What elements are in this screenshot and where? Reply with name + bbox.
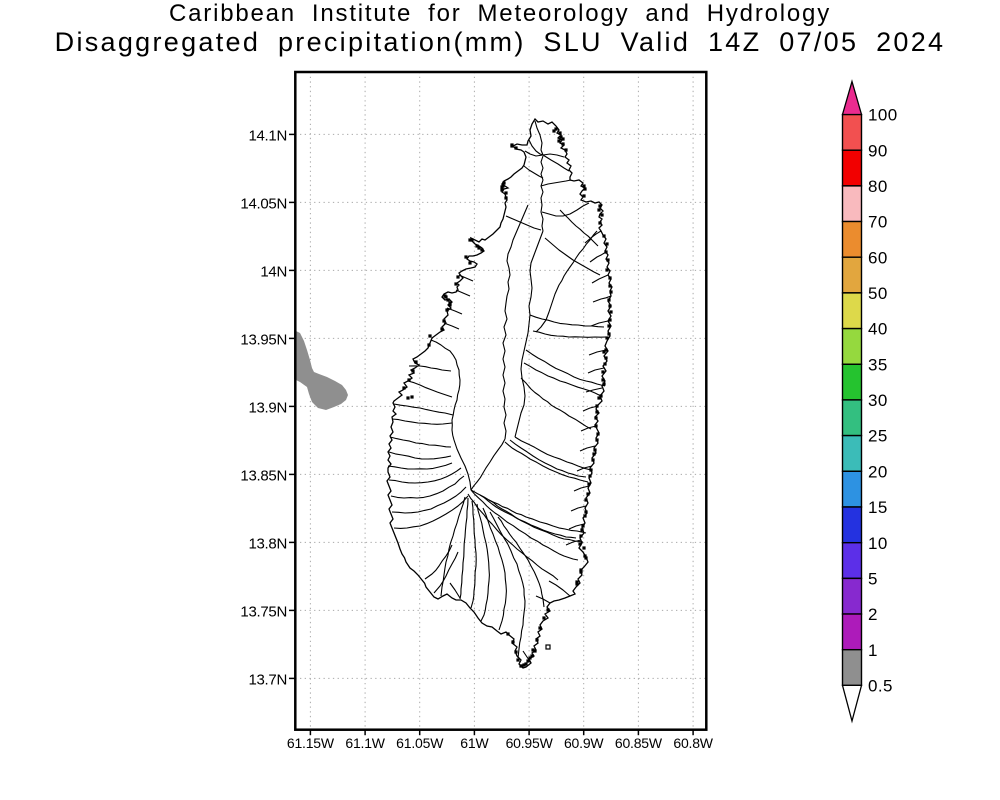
svg-text:30: 30 [868,391,888,410]
svg-text:10: 10 [868,534,888,553]
svg-text:35: 35 [868,355,888,374]
svg-text:1: 1 [868,641,878,660]
svg-text:15: 15 [868,498,888,517]
svg-text:13.9N: 13.9N [248,400,287,417]
svg-text:90: 90 [868,141,888,160]
svg-text:60.95W: 60.95W [506,735,554,751]
svg-text:14.05N: 14.05N [240,196,287,213]
svg-text:70: 70 [868,213,888,232]
svg-text:25: 25 [868,427,888,446]
svg-text:61.15W: 61.15W [287,735,335,751]
svg-text:80: 80 [868,177,888,196]
svg-text:50: 50 [868,284,888,303]
svg-text:61.05W: 61.05W [396,735,444,751]
svg-text:60.8W: 60.8W [673,735,713,751]
svg-text:2: 2 [868,605,878,624]
svg-text:61.1W: 61.1W [345,735,385,751]
svg-text:13.85N: 13.85N [240,468,287,485]
svg-text:14N: 14N [260,264,287,281]
svg-text:13.8N: 13.8N [248,536,287,553]
svg-text:61W: 61W [460,735,489,751]
svg-text:100: 100 [868,106,898,125]
svg-text:5: 5 [868,570,878,589]
svg-text:60: 60 [868,248,888,267]
svg-text:60.85W: 60.85W [615,735,663,751]
svg-text:13.95N: 13.95N [240,332,287,349]
svg-text:14.1N: 14.1N [248,128,287,145]
svg-text:13.7N: 13.7N [248,672,287,689]
svg-text:20: 20 [868,462,888,481]
svg-text:0.5: 0.5 [868,677,893,696]
svg-text:60.9W: 60.9W [564,735,604,751]
svg-text:13.75N: 13.75N [240,604,287,621]
svg-text:40: 40 [868,320,888,339]
